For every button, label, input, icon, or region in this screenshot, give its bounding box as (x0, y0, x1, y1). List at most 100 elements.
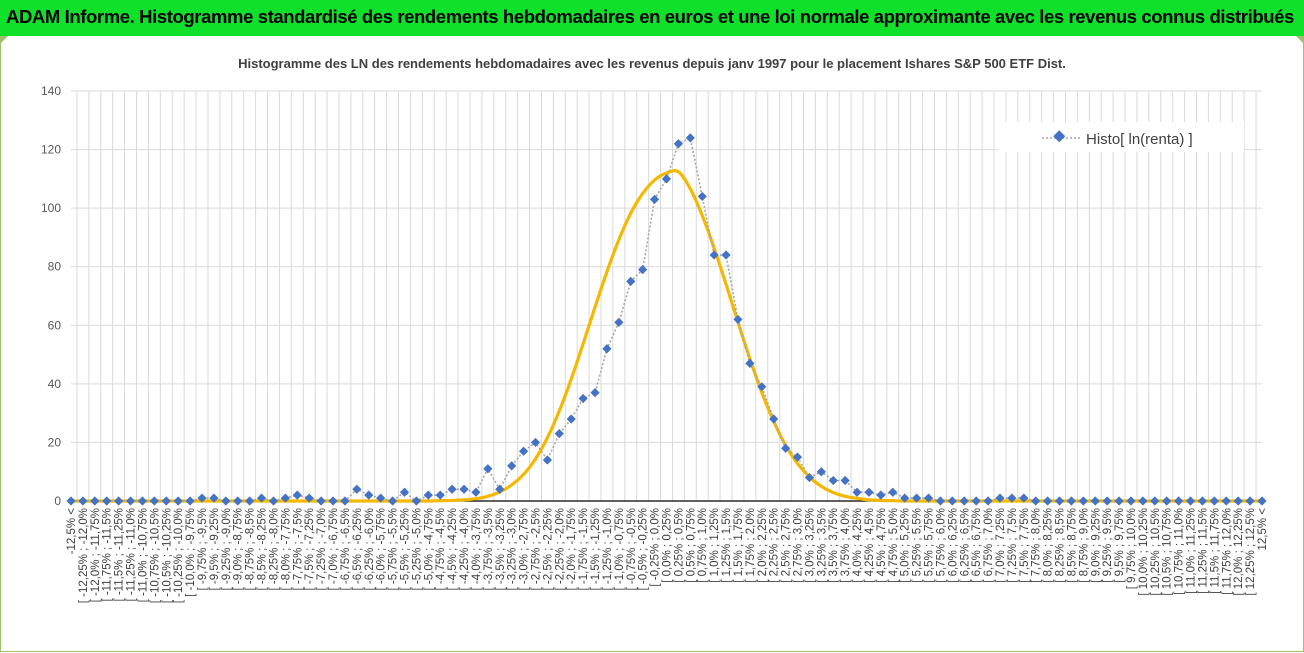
x-tick-label: [ 11,25% ; 11,5% (1197, 508, 1209, 594)
histogram-point (340, 496, 350, 506)
x-tick-label: [ 8,5% ; 8,75% (1066, 508, 1078, 583)
grid (71, 90, 1262, 502)
histogram-point (792, 452, 803, 462)
x-tick-label: 12,5% < (1257, 508, 1269, 551)
histogram-series (66, 133, 1267, 506)
x-tick-label: [ 8,75% ; 9,0% (1078, 508, 1090, 583)
histogram-point (1066, 496, 1077, 506)
x-tick-label: [ 9,25% ; 9,5% (1102, 508, 1114, 583)
x-tick-label: [ 1,75% ; 2,0% (745, 508, 757, 583)
histogram-point (364, 490, 374, 500)
x-tick-label: [ -7,75% ; -7,5% (292, 508, 304, 590)
normal-curve-line (71, 169, 1262, 503)
histogram-point (471, 487, 481, 497)
x-tick-label: [ -8,5% ; -8,25% (257, 508, 269, 590)
x-tick-label: [ -10,5% ; -10,25% (161, 508, 173, 603)
histogram-point (923, 493, 934, 503)
histogram-point (554, 429, 564, 439)
histogram-point (185, 496, 195, 506)
x-tick-label: [ -10,25% ; -10,0% (173, 508, 185, 603)
x-tick-label: [ 1,0% ; 1,25% (709, 508, 721, 583)
histogram-point (876, 490, 886, 500)
histogram-point (840, 475, 850, 486)
histogram-point (197, 493, 207, 503)
histogram-point (1221, 496, 1231, 506)
x-tick-label: [ 6,0% ; 6,25% (947, 508, 959, 583)
x-tick-label: [ -3,25% ; -3,0% (507, 508, 519, 590)
x-tick-label: [ -7,0% ; -6,75% (328, 508, 340, 590)
histogram-point (721, 250, 731, 260)
histogram-point (1019, 493, 1029, 503)
histogram-point (1197, 496, 1208, 506)
x-tick-label: [ 11,75% ; 12,0% (1221, 508, 1233, 595)
y-tick-label: 100 (41, 201, 61, 215)
histogram-point (1090, 496, 1100, 506)
histogram-point (1174, 496, 1184, 506)
x-tick-label: [ 0,25% ; 0,5% (673, 508, 685, 583)
x-tick-label: [ 3,5% ; 3,75% (828, 508, 840, 583)
histogram-point (376, 493, 386, 503)
histogram-point (781, 443, 791, 453)
x-tick-label: [ -4,0% ; -3,75% (471, 508, 483, 590)
x-tick-label: [ -1,25% ; -1,0% (602, 508, 614, 590)
x-tick-label: [ 2,0% ; 2,25% (757, 508, 769, 583)
x-tick-label: [ 4,5% ; 4,75% (876, 508, 888, 583)
histogram-point (685, 133, 695, 143)
y-tick-label: 60 (48, 318, 62, 332)
x-tick-label: [ -4,75% ; -4,5% (435, 508, 447, 590)
histogram-point (983, 496, 993, 506)
x-tick-label: [ -5,25% ; -5,0% (411, 508, 423, 590)
x-tick-label: [ -10,0% ; -9,75% (185, 508, 197, 597)
histogram-point (1245, 496, 1255, 506)
x-tick-label: [ -5,0% ; -4,75% (423, 508, 435, 590)
histogram-point (947, 496, 957, 506)
x-tick-label: [ 3,75% ; 4,0% (840, 508, 852, 583)
x-tick-label: [ 10,5% ; 10,75% (1162, 508, 1174, 596)
y-tick-label: 20 (48, 435, 62, 449)
x-tick-label: [ 3,25% ; 3,5% (816, 508, 828, 583)
x-tick-label: [ -7,25% ; -7,0% (316, 508, 328, 590)
histogram-point (900, 493, 910, 503)
histogram-point (137, 496, 148, 506)
histogram-point (518, 446, 529, 456)
x-tick-label: [ -0,5% ; -0,25% (638, 508, 650, 590)
x-tick-label: [ -2,0% ; -1,75% (566, 508, 578, 590)
histogram-point (1233, 496, 1243, 506)
histogram-point (828, 475, 838, 486)
x-tick-label: [ -6,0% ; -5,75% (376, 508, 388, 590)
x-tick-label: [ 10,75% ; 11,0% (1174, 508, 1186, 595)
histogram-point (888, 487, 898, 497)
histogram-point (757, 382, 767, 392)
y-axis: 0 20 40 60 80 100 120 140 (41, 84, 61, 508)
histogram-point (233, 496, 243, 506)
histogram-point (1054, 496, 1065, 506)
x-tick-label: [ -1,75% ; -1,5% (578, 508, 590, 590)
histogram-point (1007, 493, 1017, 503)
banner-title: ADAM Informe. Histogramme standardisé de… (6, 6, 1294, 27)
x-tick-label: [ -2,25% ; -2,0% (554, 508, 566, 590)
x-tick-label: [ 7,0% ; 7,25% (995, 508, 1007, 583)
x-tick-label: [ 5,0% ; 5,25% (900, 508, 912, 583)
x-tick-label: [ 3,0% ; 3,25% (804, 508, 816, 583)
x-tick-label: [ 2,5% ; 2,75% (781, 508, 793, 583)
histogram-point (590, 388, 600, 398)
histogram-line (71, 136, 1262, 502)
histogram-point (149, 496, 159, 506)
histogram-point (435, 490, 445, 500)
x-tick-label: [ 12,25% ; 12,5% (1245, 508, 1257, 596)
x-tick-label: [ 11,0% ; 11,25% (1186, 508, 1198, 594)
x-tick-label: [ -2,5% ; -2,25% (542, 508, 554, 590)
histogram-point (256, 493, 267, 503)
histogram-point (566, 414, 576, 424)
x-tick-label: [ -6,75% ; -6,5% (340, 508, 352, 590)
y-tick-label: 40 (48, 377, 62, 391)
x-tick-label: [ 7,25% ; 7,5% (1007, 508, 1019, 583)
x-tick-label: [ -7,5% ; -7,25% (304, 508, 316, 590)
frame-corner-left (0, 36, 8, 44)
y-tick-label: 120 (41, 143, 61, 157)
x-tick-label: [ -4,5% ; -4,25% (447, 508, 459, 590)
x-tick-label: [ -11,75% ; -11,5% (102, 508, 114, 602)
x-tick-label: [ 0,0% ; 0,25% (662, 508, 674, 583)
histogram-point (221, 496, 231, 506)
x-tick-label: [ 2,75% ; 3,0% (793, 508, 805, 583)
